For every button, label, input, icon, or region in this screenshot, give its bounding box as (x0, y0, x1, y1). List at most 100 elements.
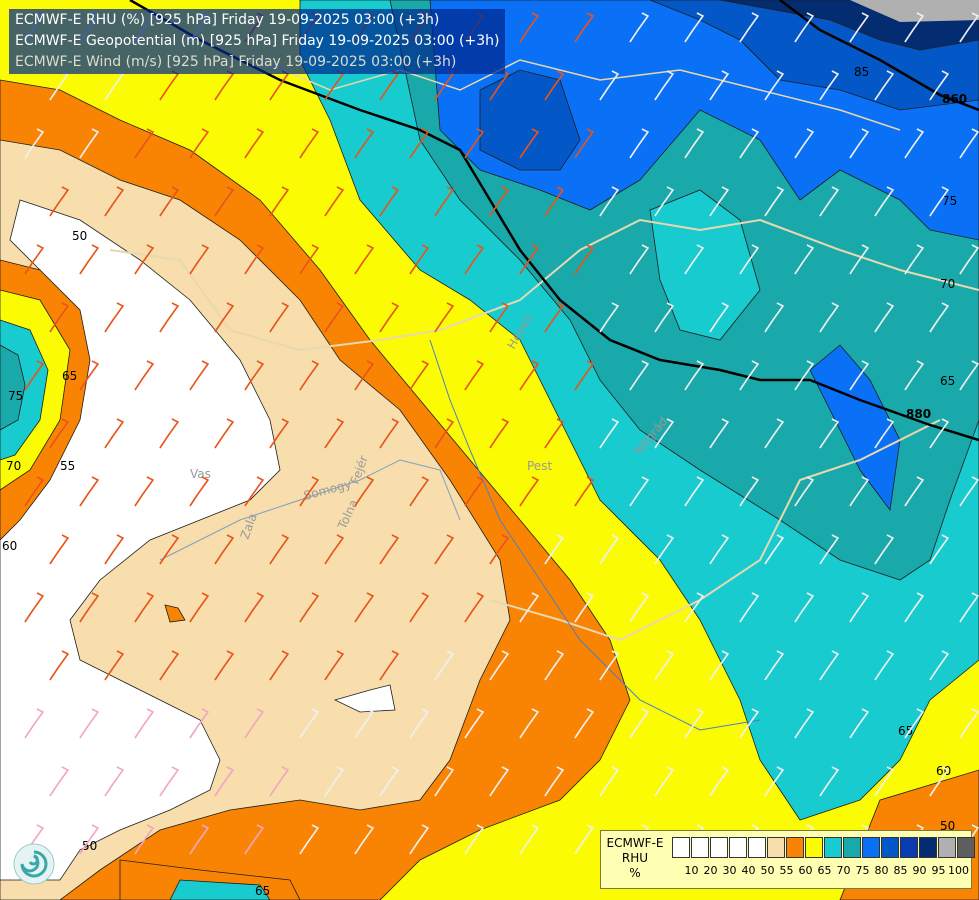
wind-barb (904, 592, 925, 623)
wind-barb (819, 650, 840, 681)
wind-barb (324, 534, 345, 565)
wind-barb (629, 360, 650, 391)
wind-barb (79, 476, 100, 507)
wind-barb (159, 534, 180, 565)
wind-barb (709, 650, 730, 681)
wind-barb (904, 128, 925, 159)
legend-tick: 30 (722, 864, 737, 877)
wind-barb (134, 592, 155, 623)
wind-barb (574, 12, 595, 43)
wind-barb (654, 418, 675, 449)
wind-barb (519, 128, 540, 159)
wind-barb (599, 70, 620, 101)
wind-barb (519, 592, 540, 623)
wind-barb (354, 708, 375, 739)
wind-barb (49, 650, 70, 681)
wind-barb (764, 70, 785, 101)
wind-barb (794, 708, 815, 739)
header-rhu: ECMWF-E RHU (%) [925 hPa] Friday 19-09-2… (15, 12, 440, 28)
wind-barb (739, 476, 760, 507)
legend-ticks: 10 20 30 40 50 55 60 65 70 75 80 85 90 95 100 (682, 864, 970, 877)
rhu-label: 65 (898, 724, 913, 738)
wind-barb (794, 128, 815, 159)
wind-barb (299, 244, 320, 275)
wind-barb (519, 244, 540, 275)
header-geopotential: ECMWF-E Geopotential (m) [925 hPa] Frida… (15, 33, 500, 49)
wind-barb (794, 244, 815, 275)
wind-barb (544, 650, 565, 681)
wind-barb (214, 302, 235, 333)
legend-swatch (957, 837, 975, 858)
rhu-label: 50 (82, 839, 97, 853)
wind-barb (874, 302, 895, 333)
wind-barb (244, 476, 265, 507)
wind-barb (464, 708, 485, 739)
wind-barb (599, 186, 620, 217)
wind-barb (134, 824, 155, 855)
wind-barb (959, 708, 979, 739)
legend-tick: 100 (948, 864, 969, 877)
color-legend: ECMWF-E RHU % 10 20 30 40 50 55 60 65 70 75 80 85 90… (600, 830, 975, 889)
wind-barb (354, 476, 375, 507)
wind-barb (574, 360, 595, 391)
wind-barb (104, 766, 125, 797)
wind-barb (214, 650, 235, 681)
rhu-label: 75 (942, 194, 957, 208)
contour-labels: 860 880 85 75 70 65 65 60 50 50 55 60 65… (2, 65, 967, 898)
wind-barb (189, 824, 210, 855)
wind-barb (904, 708, 925, 739)
wind-barb (409, 708, 430, 739)
wind-barb (134, 476, 155, 507)
rhu-label: 60 (2, 539, 17, 553)
wind-barb (819, 534, 840, 565)
wind-barb (599, 302, 620, 333)
wind-barb (379, 766, 400, 797)
wind-barb (709, 418, 730, 449)
wind-barb (324, 650, 345, 681)
wind-barb (214, 186, 235, 217)
wind-barb (819, 766, 840, 797)
rhu-label: 70 (940, 277, 955, 291)
wind-barb (159, 418, 180, 449)
wind-barb (654, 650, 675, 681)
wind-barb (519, 12, 540, 43)
wind-barb (629, 244, 650, 275)
wind-barb (489, 418, 510, 449)
place-name: Vas (190, 467, 211, 481)
wind-barb (709, 70, 730, 101)
wind-barb (49, 418, 70, 449)
header-wind: ECMWF-E Wind (m/s) [925 hPa] Friday 19-0… (15, 54, 457, 70)
wind-barb (574, 592, 595, 623)
legend-swatch (748, 837, 766, 858)
wind-barb (464, 592, 485, 623)
wind-barb (49, 766, 70, 797)
wind-barb (654, 302, 675, 333)
wind-barb (739, 360, 760, 391)
legend-tick: 65 (817, 864, 832, 877)
legend-swatch (862, 837, 880, 858)
wind-barb (874, 418, 895, 449)
wind-barb (24, 476, 45, 507)
wind-barb (874, 650, 895, 681)
rhu-label: 65 (255, 884, 270, 898)
wind-barb (79, 824, 100, 855)
wind-barb (354, 244, 375, 275)
wind-barb (354, 360, 375, 391)
wind-barb (849, 592, 870, 623)
wind-barb (794, 12, 815, 43)
wind-barb (764, 766, 785, 797)
wind-barb (654, 70, 675, 101)
wind-barb (244, 360, 265, 391)
wind-barb (489, 650, 510, 681)
legend-swatch (938, 837, 956, 858)
wind-barb (409, 128, 430, 159)
wind-barb (574, 476, 595, 507)
wind-barb (684, 708, 705, 739)
wind-barb (299, 708, 320, 739)
wind-barb (79, 128, 100, 159)
wind-barb (324, 186, 345, 217)
wind-barb (519, 824, 540, 855)
wind-barb (134, 244, 155, 275)
wind-barb (904, 12, 925, 43)
